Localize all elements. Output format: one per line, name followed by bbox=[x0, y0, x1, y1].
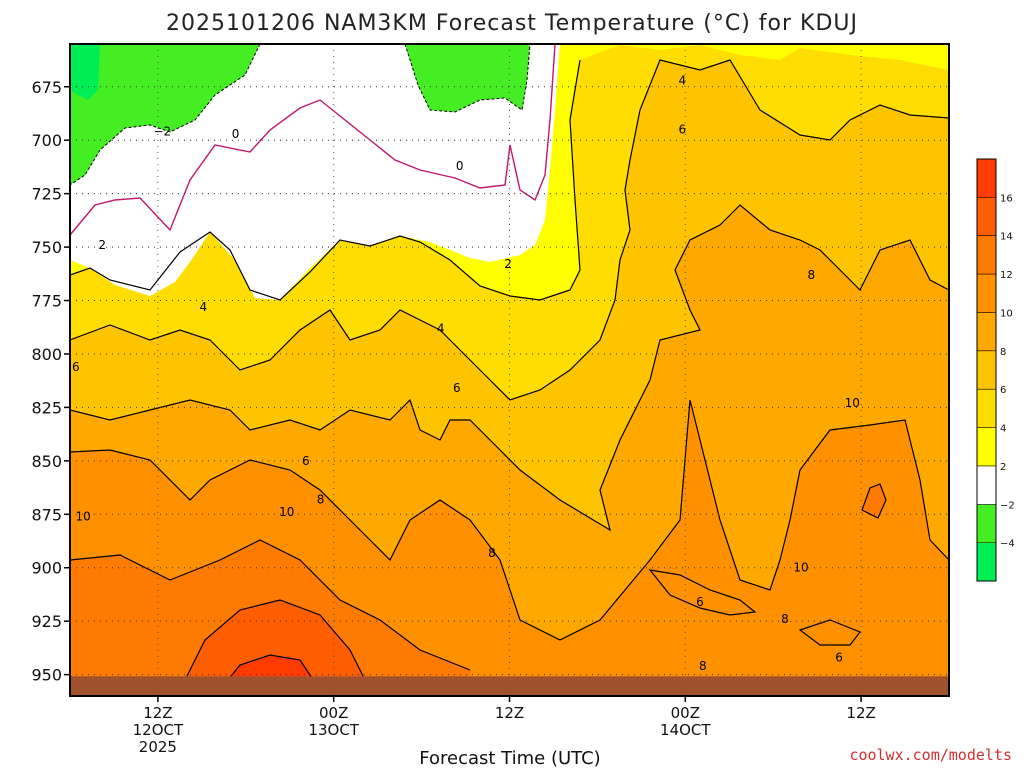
contour-neg2 bbox=[70, 44, 531, 186]
contour-0 bbox=[70, 44, 556, 236]
contour-12 bbox=[70, 539, 471, 671]
x-tick-label: 12Z bbox=[495, 704, 524, 722]
y-tick-label: 925 bbox=[31, 612, 62, 631]
y-tick-label: 825 bbox=[31, 398, 62, 417]
contour-label: 10 bbox=[845, 396, 860, 410]
colorbar-label: 16 bbox=[1000, 193, 1013, 204]
x-tick-label: 14OCT bbox=[660, 721, 711, 739]
colorbar-segment bbox=[977, 350, 996, 390]
contour-label: 4 bbox=[679, 73, 687, 87]
contour-label: 2 bbox=[98, 238, 106, 252]
band-neg2-neg4 bbox=[70, 44, 530, 185]
contour-label: 6 bbox=[302, 454, 310, 468]
y-tick-label: 950 bbox=[31, 666, 62, 685]
colorbar: −4 −2 2 4 6 8 10 12 14 16 bbox=[976, 158, 1015, 582]
x-tick-label: 12Z bbox=[143, 704, 172, 722]
contour-6-pocket2 bbox=[798, 619, 861, 646]
x-axis-title: Forecast Time (UTC) bbox=[419, 748, 600, 768]
y-tick-label: 675 bbox=[31, 78, 62, 97]
contour-label: 8 bbox=[488, 546, 496, 560]
colorbar-label: −4 bbox=[1000, 539, 1015, 550]
contour-label: 2 bbox=[504, 257, 512, 271]
contour-label: 8 bbox=[781, 612, 789, 626]
band-12-14-east bbox=[862, 484, 886, 518]
x-tick-label: 00Z bbox=[671, 704, 700, 722]
contour-label: 10 bbox=[793, 561, 808, 575]
colorbar-segment bbox=[977, 235, 996, 275]
grid-layer bbox=[70, 44, 949, 696]
plot-area bbox=[70, 44, 949, 696]
colorbar-label: 10 bbox=[1000, 308, 1013, 319]
band-14-16 bbox=[180, 600, 370, 690]
colorbar-segment bbox=[977, 504, 996, 544]
contour-10 bbox=[70, 399, 949, 641]
contour-label: 4 bbox=[199, 300, 207, 314]
colorbar-frame bbox=[976, 158, 997, 582]
credit-text: coolwx.com/modelts bbox=[849, 746, 1012, 764]
contour-label: 6 bbox=[835, 651, 843, 665]
colorbar-label: 2 bbox=[1000, 462, 1006, 473]
y-tick-label: 875 bbox=[31, 505, 62, 524]
contour-8 bbox=[70, 204, 949, 532]
colorbar-label: 4 bbox=[1000, 424, 1006, 435]
colorbar-segment bbox=[977, 274, 996, 313]
contour-label: 4 bbox=[437, 321, 445, 335]
y-tick-label: 725 bbox=[31, 185, 62, 204]
colorbar-label: 12 bbox=[1000, 270, 1013, 281]
y-tick-label: 800 bbox=[31, 345, 62, 364]
contour-label: −2 bbox=[153, 125, 171, 139]
y-tick-label: 700 bbox=[31, 131, 62, 150]
y-tick-label: 850 bbox=[31, 452, 62, 471]
colorbar-segment bbox=[977, 465, 996, 505]
contour-6a bbox=[70, 59, 949, 401]
colorbar-segment bbox=[977, 389, 996, 429]
y-tick-label: 900 bbox=[31, 559, 62, 578]
x-tick-label: 2025 bbox=[139, 738, 177, 756]
y-axis: 675 700 725 750 775 800 825 850 875 900 925 950 bbox=[31, 78, 70, 685]
contour-label: 6 bbox=[72, 360, 80, 374]
y-tick-label: 750 bbox=[31, 238, 62, 257]
x-tick-label: 12OCT bbox=[133, 721, 184, 739]
colorbar-segment bbox=[977, 159, 996, 198]
chart-title: 2025101206 NAM3KM Forecast Temperature (… bbox=[166, 11, 858, 36]
x-tick-label: 12Z bbox=[846, 704, 875, 722]
contour-14 bbox=[179, 599, 371, 691]
contour-label: 10 bbox=[76, 509, 91, 523]
contour-label: 0 bbox=[232, 127, 240, 141]
contour-6-pocket bbox=[648, 569, 757, 616]
contour-16 bbox=[219, 654, 321, 691]
contour-label: 10 bbox=[279, 505, 294, 519]
contour-label: 6 bbox=[679, 123, 687, 137]
x-tick-label: 00Z bbox=[319, 704, 348, 722]
band-10-12-east bbox=[790, 420, 930, 580]
colorbar-label: 8 bbox=[1000, 347, 1006, 358]
x-tick-label: 13OCT bbox=[308, 721, 359, 739]
colorbar-segment bbox=[977, 427, 996, 467]
contour-lines bbox=[70, 59, 949, 691]
colorbar-label: −2 bbox=[1000, 500, 1015, 511]
colorbar-segment bbox=[977, 312, 996, 352]
colorbar-label: 14 bbox=[1000, 232, 1013, 243]
contour-label: 0 bbox=[456, 159, 464, 173]
colorbar-label: 6 bbox=[1000, 385, 1006, 396]
contour-4 bbox=[70, 59, 581, 301]
y-tick-label: 775 bbox=[31, 292, 62, 311]
contour-label: 8 bbox=[807, 268, 815, 282]
colorbar-segment bbox=[977, 542, 996, 582]
contour-label: 6 bbox=[696, 595, 704, 609]
contour-label-layer: 4 6 0 −2 0 2 2 8 4 4 6 6 10 6 8 10 10 8 10 6 8 6 8 bbox=[72, 73, 860, 673]
contour-label: 6 bbox=[453, 381, 461, 395]
contour-12-east bbox=[861, 483, 887, 519]
contour-label: 8 bbox=[699, 659, 707, 673]
colorbar-segment bbox=[977, 197, 996, 237]
contour-label: 8 bbox=[317, 492, 325, 506]
band-lt-neg4 bbox=[70, 44, 100, 100]
